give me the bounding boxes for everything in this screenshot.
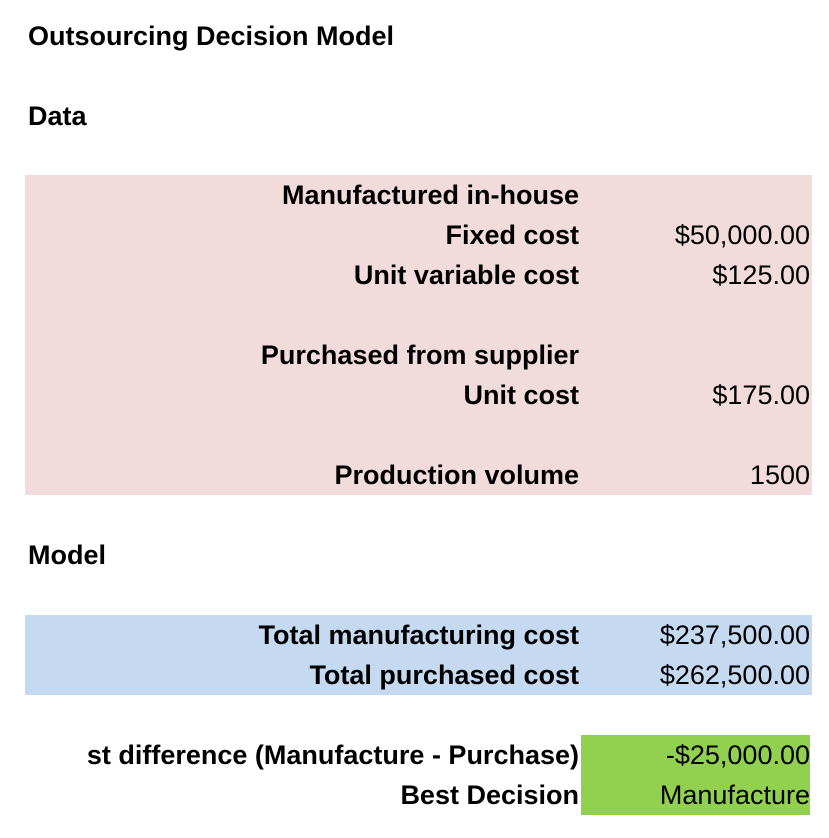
model-heading-row: Model [25, 535, 812, 575]
unit-variable-cost-value[interactable]: $125.00 [712, 260, 810, 290]
cost-difference-label[interactable]: st difference (Manufacture - Purchase) [86, 740, 579, 770]
data-heading[interactable]: Data [28, 101, 87, 131]
total-manufacturing-cost-label[interactable]: Total manufacturing cost [258, 620, 579, 650]
unit-cost-row: Unit cost $175.00 [25, 375, 812, 415]
best-decision-value[interactable]: Manufacture [581, 775, 810, 815]
fixed-cost-value[interactable]: $50,000.00 [674, 220, 810, 250]
production-volume-label[interactable]: Production volume [334, 460, 579, 490]
purchased-heading[interactable]: Purchased from supplier [260, 340, 579, 370]
data-heading-row: Data [25, 96, 812, 136]
blank-value-2[interactable] [581, 415, 810, 455]
blank-label-1[interactable] [25, 295, 579, 335]
unit-variable-cost-label[interactable]: Unit variable cost [353, 260, 579, 290]
blank-row-1 [25, 295, 812, 335]
fixed-cost-label[interactable]: Fixed cost [445, 220, 579, 250]
best-decision-label[interactable]: Best Decision [400, 780, 579, 810]
manufactured-heading-value[interactable] [581, 175, 810, 215]
blank-label-2[interactable] [25, 415, 579, 455]
page-title[interactable]: Outsourcing Decision Model [28, 21, 395, 51]
total-purchased-cost-value[interactable]: $262,500.00 [659, 660, 810, 690]
total-manufacturing-cost-row: Total manufacturing cost $237,500.00 [25, 615, 812, 655]
total-manufacturing-cost-value[interactable]: $237,500.00 [659, 620, 810, 650]
blank-value-1[interactable] [581, 295, 810, 335]
blank-row-2 [25, 415, 812, 455]
cost-difference-row: st difference (Manufacture - Purchase) -… [25, 735, 812, 775]
total-purchased-cost-row: Total purchased cost $262,500.00 [25, 655, 812, 695]
unit-variable-cost-row: Unit variable cost $125.00 [25, 255, 812, 295]
unit-cost-value[interactable]: $175.00 [712, 380, 810, 410]
manufactured-heading[interactable]: Manufactured in-house [281, 180, 579, 210]
production-volume-value[interactable]: 1500 [749, 460, 810, 490]
fixed-cost-row: Fixed cost $50,000.00 [25, 215, 812, 255]
purchased-heading-row: Purchased from supplier [25, 335, 812, 375]
best-decision-row: Best Decision Manufacture [25, 775, 812, 815]
manufactured-heading-row: Manufactured in-house [25, 175, 812, 215]
production-volume-row: Production volume 1500 [25, 455, 812, 495]
total-purchased-cost-label[interactable]: Total purchased cost [309, 660, 579, 690]
cost-difference-value[interactable]: -$25,000.00 [581, 735, 810, 775]
unit-cost-label[interactable]: Unit cost [463, 380, 579, 410]
model-heading[interactable]: Model [28, 540, 106, 570]
title-row: Outsourcing Decision Model [25, 16, 812, 56]
purchased-heading-value[interactable] [581, 335, 810, 375]
